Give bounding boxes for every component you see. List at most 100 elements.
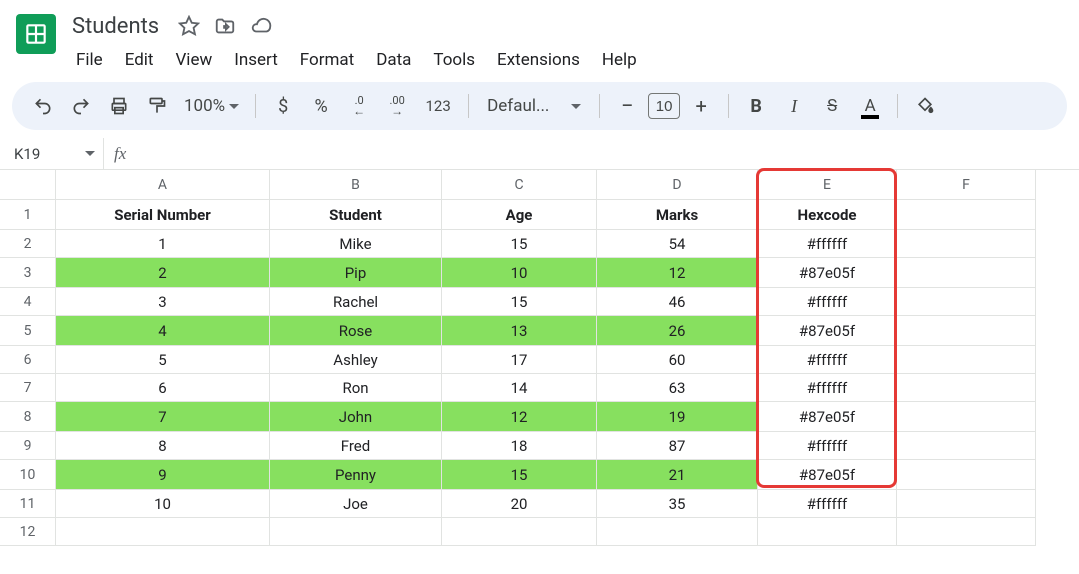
cell[interactable]: Student — [270, 200, 442, 230]
cell[interactable] — [897, 200, 1036, 230]
cell[interactable]: Rose — [270, 316, 442, 346]
cell[interactable] — [56, 518, 270, 546]
print-button[interactable] — [102, 89, 136, 123]
percent-button[interactable]: % — [304, 89, 338, 123]
cell[interactable]: 17 — [442, 346, 597, 374]
menu-edit[interactable]: Edit — [115, 46, 164, 74]
row-header-1[interactable]: 1 — [0, 200, 56, 230]
cell[interactable]: Penny — [270, 460, 442, 490]
cell[interactable] — [897, 288, 1036, 316]
bold-button[interactable]: B — [739, 89, 773, 123]
cell[interactable]: 13 — [442, 316, 597, 346]
cell[interactable]: 4 — [56, 316, 270, 346]
decrease-decimal-button[interactable]: .0 ← — [342, 89, 376, 123]
cell[interactable]: #ffffff — [758, 490, 897, 518]
cell[interactable]: #ffffff — [758, 374, 897, 402]
cell[interactable]: 12 — [597, 258, 758, 288]
cell[interactable]: #87e05f — [758, 402, 897, 432]
row-header-2[interactable]: 2 — [0, 230, 56, 258]
cell[interactable] — [897, 230, 1036, 258]
cell[interactable]: 9 — [56, 460, 270, 490]
row-header-3[interactable]: 3 — [0, 258, 56, 288]
cell[interactable] — [270, 518, 442, 546]
menu-format[interactable]: Format — [290, 46, 364, 74]
cell[interactable]: Age — [442, 200, 597, 230]
more-formats-button[interactable]: 123 — [418, 89, 458, 123]
cell[interactable]: Rachel — [270, 288, 442, 316]
document-title[interactable]: Students — [66, 12, 165, 41]
cell[interactable]: #87e05f — [758, 460, 897, 490]
row-header-11[interactable]: 11 — [0, 490, 56, 518]
cell[interactable]: 46 — [597, 288, 758, 316]
cell[interactable]: 15 — [442, 288, 597, 316]
col-header-B[interactable]: B — [270, 170, 442, 200]
cell[interactable]: 7 — [56, 402, 270, 432]
font-size-input[interactable] — [648, 93, 680, 119]
cell[interactable] — [597, 518, 758, 546]
col-header-E[interactable]: E — [758, 170, 897, 200]
cell[interactable]: Marks — [597, 200, 758, 230]
cell[interactable]: Pip — [270, 258, 442, 288]
cell[interactable]: 12 — [442, 402, 597, 432]
cell[interactable]: 10 — [56, 490, 270, 518]
cell[interactable] — [897, 346, 1036, 374]
name-box[interactable]: K19 — [8, 138, 104, 169]
cell[interactable]: Mike — [270, 230, 442, 258]
star-icon[interactable] — [177, 14, 201, 38]
cell[interactable]: 20 — [442, 490, 597, 518]
cloud-status-icon[interactable] — [249, 14, 273, 38]
row-header-8[interactable]: 8 — [0, 402, 56, 432]
cell[interactable]: 1 — [56, 230, 270, 258]
cell[interactable]: #ffffff — [758, 288, 897, 316]
cell[interactable]: 35 — [597, 490, 758, 518]
cell[interactable] — [897, 258, 1036, 288]
cell[interactable]: 6 — [56, 374, 270, 402]
cell[interactable]: Serial Number — [56, 200, 270, 230]
menu-file[interactable]: File — [66, 46, 113, 74]
cell[interactable]: 87 — [597, 432, 758, 460]
row-header-10[interactable]: 10 — [0, 460, 56, 490]
sheets-logo[interactable] — [16, 14, 56, 54]
cell[interactable]: 15 — [442, 230, 597, 258]
text-color-button[interactable]: A — [853, 89, 887, 123]
col-header-C[interactable]: C — [442, 170, 597, 200]
row-header-4[interactable]: 4 — [0, 288, 56, 316]
row-header-9[interactable]: 9 — [0, 432, 56, 460]
cell[interactable] — [897, 402, 1036, 432]
cell[interactable] — [897, 432, 1036, 460]
cell[interactable]: 15 — [442, 460, 597, 490]
cell[interactable] — [897, 518, 1036, 546]
row-header-5[interactable]: 5 — [0, 316, 56, 346]
col-header-F[interactable]: F — [897, 170, 1036, 200]
cell[interactable]: 8 — [56, 432, 270, 460]
cell[interactable] — [897, 316, 1036, 346]
cell[interactable]: 10 — [442, 258, 597, 288]
cell[interactable]: #ffffff — [758, 432, 897, 460]
menu-view[interactable]: View — [165, 46, 222, 74]
cell[interactable]: Ashley — [270, 346, 442, 374]
menu-tools[interactable]: Tools — [423, 46, 485, 74]
menu-insert[interactable]: Insert — [224, 46, 288, 74]
move-icon[interactable] — [213, 14, 237, 38]
paint-format-button[interactable] — [140, 89, 174, 123]
select-all-corner[interactable] — [0, 170, 56, 200]
cell[interactable]: 3 — [56, 288, 270, 316]
increase-decimal-button[interactable]: .00 → — [380, 89, 414, 123]
cell[interactable]: #87e05f — [758, 316, 897, 346]
currency-button[interactable]: $ — [266, 89, 300, 123]
cell[interactable]: 5 — [56, 346, 270, 374]
zoom-dropdown[interactable]: 100% — [178, 96, 245, 116]
cell[interactable]: 14 — [442, 374, 597, 402]
menu-extensions[interactable]: Extensions — [487, 46, 590, 74]
cell[interactable]: #87e05f — [758, 258, 897, 288]
col-header-D[interactable]: D — [597, 170, 758, 200]
cell[interactable]: #ffffff — [758, 230, 897, 258]
cell[interactable]: Hexcode — [758, 200, 897, 230]
cell[interactable]: 26 — [597, 316, 758, 346]
cell[interactable] — [897, 374, 1036, 402]
cell[interactable] — [442, 518, 597, 546]
cell[interactable]: 60 — [597, 346, 758, 374]
undo-button[interactable] — [26, 89, 60, 123]
row-header-12[interactable]: 12 — [0, 518, 56, 546]
cell[interactable] — [897, 490, 1036, 518]
